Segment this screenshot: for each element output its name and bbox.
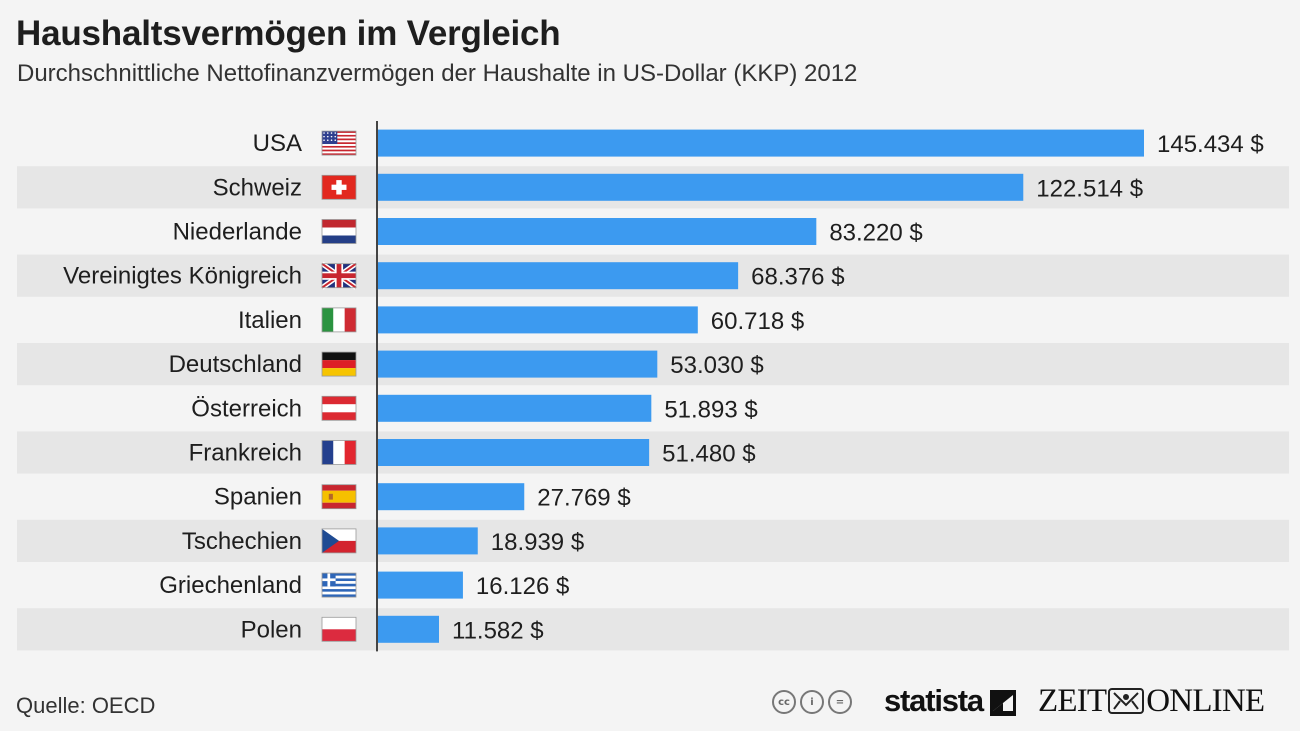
statista-logo: statista — [884, 683, 984, 718]
bar — [378, 615, 440, 643]
gb-flag — [320, 261, 358, 290]
nd-icon: = — [828, 690, 852, 714]
by-icon: i — [800, 690, 824, 714]
value-label: 11.582 $ — [452, 617, 544, 644]
statista-mark-icon — [990, 690, 1016, 716]
category-label: Tschechien — [182, 528, 302, 555]
value-label: 18.939 $ — [491, 529, 584, 556]
value-label: 16.126 $ — [476, 573, 569, 600]
bar — [378, 527, 478, 555]
bar — [378, 129, 1144, 157]
zeit-online-logo: ZEIT ONLINE — [1038, 683, 1265, 720]
row-stripe — [17, 608, 1289, 651]
value-label: 51.480 $ — [662, 441, 755, 468]
chart-subtitle: Durchschnittliche Nettofinanzvermögen de… — [17, 60, 858, 87]
cc-icon: cc — [772, 690, 796, 714]
es-flag — [321, 484, 357, 510]
row-stripe — [17, 519, 1289, 562]
bar — [378, 173, 1024, 201]
chart-title: Haushaltsvermögen im Vergleich — [16, 14, 561, 53]
bar — [378, 439, 650, 466]
value-label: 60.718 $ — [711, 308, 804, 335]
category-label: Schweiz — [213, 174, 302, 201]
bar — [378, 218, 817, 245]
zeit-crest-icon — [1108, 688, 1145, 714]
value-label: 122.514 $ — [1036, 175, 1143, 202]
category-label: Deutschland — [169, 351, 302, 378]
bar — [378, 394, 652, 422]
category-label: Frankreich — [189, 440, 302, 467]
fr-flag — [321, 440, 357, 465]
value-label: 83.220 $ — [829, 220, 922, 247]
gr-flag — [321, 572, 357, 598]
category-label: Niederlande — [173, 219, 302, 246]
value-label: 51.893 $ — [664, 396, 757, 423]
bar — [378, 350, 658, 378]
bar — [378, 262, 739, 290]
bar — [378, 306, 698, 334]
category-label: Polen — [241, 616, 302, 643]
us-flag — [321, 130, 357, 156]
de-flag — [321, 351, 357, 377]
category-label: Österreich — [191, 395, 302, 422]
value-label: 53.030 $ — [670, 352, 763, 379]
zeit-right-text: ONLINE — [1146, 683, 1265, 719]
nl-flag — [321, 219, 357, 244]
license-icons: cc i = — [772, 690, 852, 714]
category-label: Vereinigtes Königreich — [63, 263, 302, 290]
it-flag — [321, 307, 357, 333]
pl-flag — [321, 616, 357, 642]
source-note: Quelle: OECD — [16, 693, 156, 718]
value-label: 68.376 $ — [751, 264, 844, 291]
cz-flag — [321, 528, 357, 554]
category-label: Spanien — [214, 484, 302, 511]
category-label: Griechenland — [159, 572, 302, 599]
category-label: Italien — [238, 307, 302, 334]
bar — [378, 571, 463, 599]
zeit-left-text: ZEIT — [1038, 683, 1107, 719]
bar — [378, 483, 525, 511]
category-label: USA — [253, 130, 302, 157]
ch-flag — [321, 174, 357, 200]
value-label: 145.434 $ — [1157, 131, 1264, 158]
row-stripe — [17, 431, 1289, 474]
at-flag — [321, 395, 357, 421]
value-label: 27.769 $ — [537, 485, 630, 512]
